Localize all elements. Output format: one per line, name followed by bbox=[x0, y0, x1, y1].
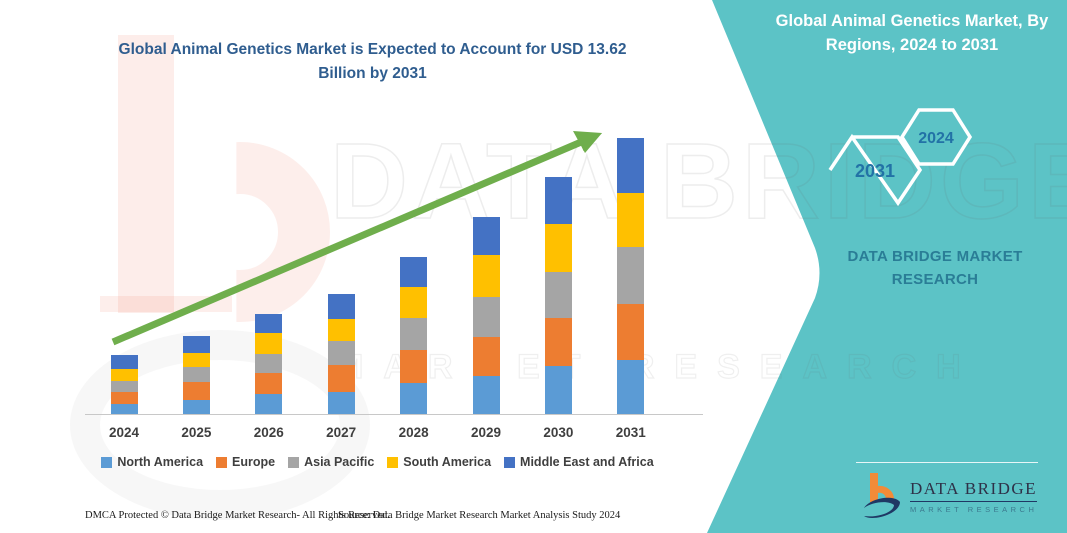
bar-segment bbox=[182, 366, 210, 383]
legend-label: North America bbox=[117, 455, 204, 469]
legend-swatch-icon bbox=[288, 456, 300, 468]
legend-swatch-icon bbox=[216, 456, 228, 468]
data-bridge-logo-icon bbox=[864, 473, 900, 519]
brand-logo: DATA BRIDGE MARKET RESEARCH bbox=[862, 472, 1038, 520]
legend-label: Europe bbox=[232, 455, 276, 469]
legend-label: Middle East and Africa bbox=[520, 455, 654, 469]
bar-segment bbox=[400, 349, 428, 384]
bar-segment bbox=[544, 224, 572, 272]
legend-label: Asia Pacific bbox=[304, 455, 375, 469]
bar-segment bbox=[400, 287, 428, 319]
bars-plot-area bbox=[85, 120, 705, 414]
stacked-bar-2025 bbox=[182, 336, 210, 414]
hexagon-2031-label: 2031 bbox=[855, 161, 895, 181]
bar-segment bbox=[544, 177, 572, 225]
stacked-bar-2026 bbox=[255, 313, 283, 414]
bar-segment bbox=[544, 365, 572, 414]
stacked-bar-2030 bbox=[544, 177, 572, 414]
bar-segment bbox=[110, 392, 138, 405]
x-axis-label: 2025 bbox=[181, 425, 212, 440]
hexagon-badges: 2031 2024 bbox=[828, 108, 973, 207]
brand-logo-name: DATA BRIDGE bbox=[910, 479, 1038, 502]
footer-source: Source: Data Bridge Market Research Mark… bbox=[338, 510, 621, 521]
legend-swatch-icon bbox=[101, 456, 113, 468]
x-axis-label: 2029 bbox=[470, 425, 502, 440]
hexagon-2031 bbox=[828, 133, 923, 207]
footer-copyright: DMCA Protected © Data Bridge Market Rese… bbox=[85, 510, 390, 521]
x-axis-label: 2027 bbox=[326, 425, 357, 440]
side-panel-brand-text: DATA BRIDGE MARKET RESEARCH bbox=[847, 248, 1023, 288]
bar-segment bbox=[472, 297, 500, 338]
x-axis-label: 2024 bbox=[108, 425, 140, 440]
bar-segment bbox=[544, 271, 572, 319]
side-panel-divider bbox=[856, 462, 1038, 463]
bar-segment bbox=[182, 382, 210, 400]
hexagon-2024 bbox=[899, 108, 973, 166]
bar-segment bbox=[110, 404, 138, 414]
bar-segment bbox=[182, 336, 210, 353]
x-axis-label: 2031 bbox=[615, 425, 646, 440]
x-axis-labels: 2024 2025 2026 2027 2028 2029 2030 2031 bbox=[85, 425, 705, 443]
bar-segment bbox=[617, 360, 645, 414]
bar-segment bbox=[255, 353, 283, 374]
legend-item: Asia Pacific bbox=[288, 455, 374, 469]
bar-segment bbox=[327, 293, 355, 319]
side-panel-background bbox=[707, 0, 1067, 533]
side-panel-shape bbox=[707, 0, 1067, 533]
x-axis-label: 2028 bbox=[398, 425, 429, 440]
bar-segment bbox=[255, 373, 283, 394]
bar-segment bbox=[110, 368, 138, 382]
side-panel-title: Global Animal Genetics Market, By Region… bbox=[775, 12, 1049, 54]
bar-segment bbox=[472, 255, 500, 298]
brand-logo-text: DATA BRIDGE MARKET RESEARCH bbox=[910, 479, 1038, 514]
stacked-bar-2024 bbox=[110, 354, 138, 414]
legend-item: Middle East and Africa bbox=[504, 455, 654, 469]
x-axis-label: 2026 bbox=[253, 425, 284, 440]
bar-segment bbox=[255, 313, 283, 334]
legend-item: Europe bbox=[216, 455, 275, 469]
bar-segment bbox=[182, 400, 210, 414]
bar-segment bbox=[110, 354, 138, 369]
chart-legend: North America Europe Asia Pacific South Ame… bbox=[85, 455, 670, 469]
bar-segment bbox=[327, 365, 355, 392]
bar-segment bbox=[617, 247, 645, 305]
stacked-bar-2031 bbox=[617, 137, 645, 414]
bar-segment bbox=[110, 381, 138, 393]
bar-segment bbox=[472, 376, 500, 414]
chart-title: Global Animal Genetics Market is Expecte… bbox=[118, 41, 627, 83]
bar-segment bbox=[327, 340, 355, 366]
legend-item: North America bbox=[101, 455, 203, 469]
bar-segment bbox=[400, 318, 428, 350]
legend-label: South America bbox=[403, 455, 492, 469]
bar-segment bbox=[400, 257, 428, 288]
bar-segment bbox=[327, 318, 355, 341]
legend-swatch-icon bbox=[387, 456, 399, 468]
watermark-sub-text: MARKET RESEARCH bbox=[334, 347, 981, 386]
stacked-bar-2027 bbox=[327, 293, 355, 414]
bar-segment bbox=[255, 393, 283, 414]
brand-logo-tagline: MARKET RESEARCH bbox=[910, 504, 1038, 514]
x-axis-label: 2030 bbox=[543, 425, 574, 440]
bar-segment bbox=[617, 137, 645, 194]
stacked-bar-2028 bbox=[400, 257, 428, 414]
bar-segment bbox=[472, 337, 500, 377]
bar-segment bbox=[617, 193, 645, 248]
bar-segment bbox=[327, 391, 355, 414]
hexagon-2024-label: 2024 bbox=[918, 130, 954, 147]
bar-segment bbox=[617, 304, 645, 360]
bar-segment bbox=[255, 333, 283, 354]
bar-segment bbox=[400, 383, 428, 414]
x-axis-line bbox=[85, 414, 703, 415]
legend-item: South America bbox=[387, 455, 491, 469]
legend-swatch-icon bbox=[504, 456, 516, 468]
bar-segment bbox=[544, 318, 572, 366]
stacked-bar-2029 bbox=[472, 217, 500, 414]
bar-segment bbox=[472, 217, 500, 256]
bar-segment bbox=[182, 352, 210, 367]
